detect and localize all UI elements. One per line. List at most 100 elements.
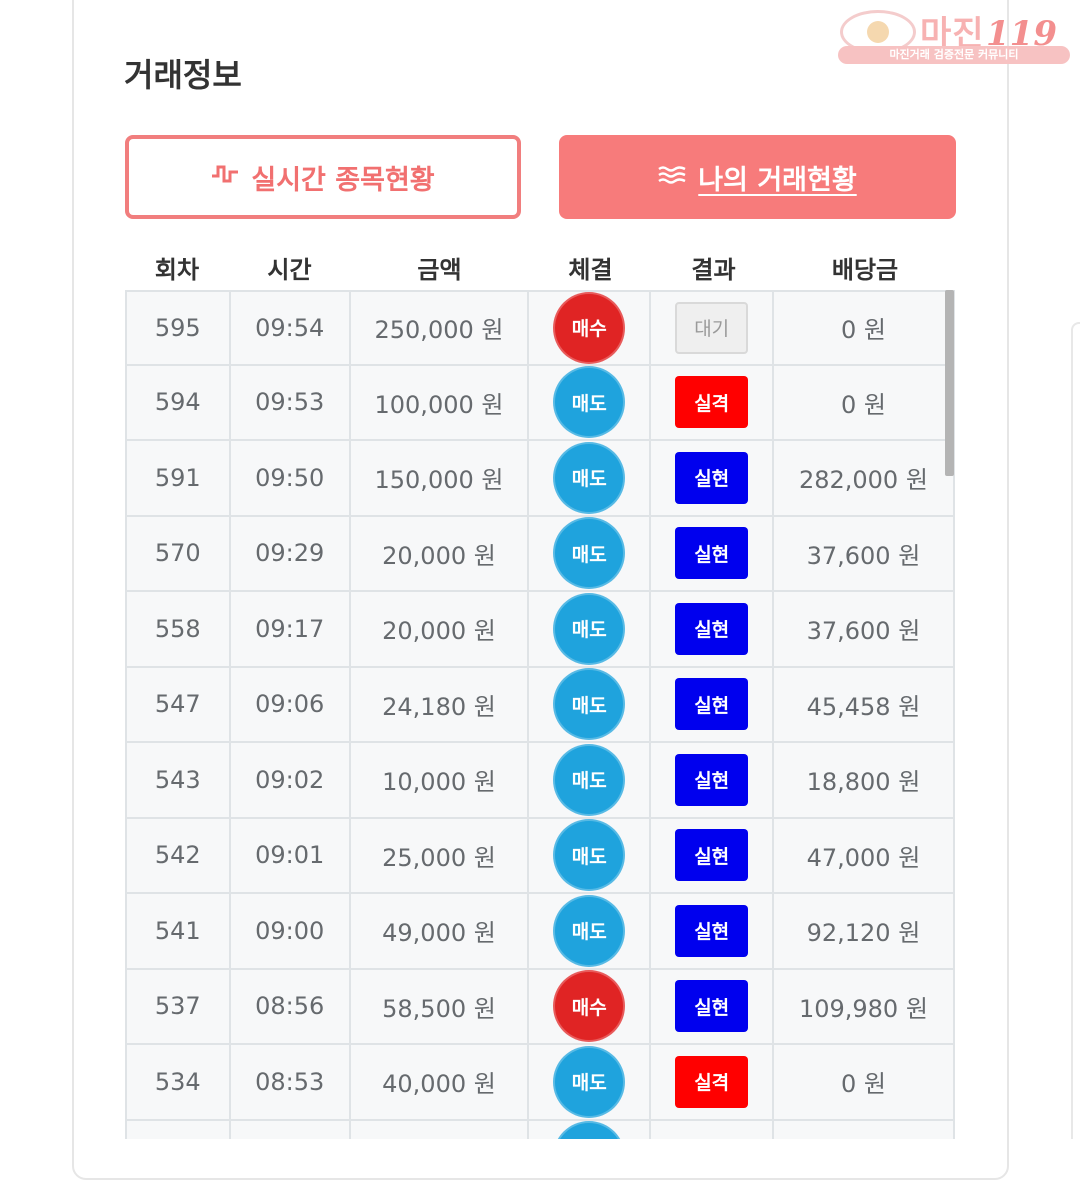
amount-cell: 40,000 원 (351, 1045, 530, 1119)
round-cell: 542 (127, 818, 231, 892)
realized-badge: 실현 (675, 904, 749, 957)
table-row[interactable]: 542 09:01 25,000 원 매도 실현 47,000 원 (127, 818, 953, 894)
amount-cell: 24,180 원 (351, 667, 530, 741)
sell-badge: 매도 (553, 517, 626, 590)
table-row[interactable]: 570 09:29 20,000 원 매도 실현 37,600 원 (127, 516, 953, 592)
disqualified-badge: 실격 (675, 1055, 749, 1108)
realized-badge: 실현 (675, 753, 749, 806)
round-cell: 591 (127, 441, 231, 515)
payout-cell (774, 1121, 953, 1140)
payout-cell: 37,600 원 (806, 541, 921, 570)
sell-badge: 매도 (553, 819, 626, 892)
result-cell: 실현 (651, 743, 774, 817)
waves-icon (658, 162, 686, 192)
header-amount: 금액 (417, 255, 462, 284)
round-cell (127, 1120, 231, 1139)
execution-cell: 매도 (529, 743, 652, 817)
result-cell: 실격 (651, 1045, 774, 1119)
time-cell: 09:53 (231, 365, 351, 439)
result-cell: 실현 (651, 592, 774, 666)
result-cell (651, 1120, 774, 1139)
sell-badge: 매도 (553, 441, 626, 514)
realized-badge: 실현 (675, 451, 749, 504)
payout-cell: 18,800 원 (806, 768, 921, 797)
table-row[interactable]: 594 09:53 100,000 원 매도 실격 0 원 (127, 365, 953, 441)
time-cell: 09:06 (231, 667, 351, 741)
adjacent-panel-edge (1071, 322, 1080, 1139)
result-cell: 실현 (651, 818, 774, 892)
table-row[interactable]: 543 09:02 10,000 원 매도 실현 18,800 원 (127, 743, 953, 819)
execution-cell: 매도 (529, 516, 652, 590)
table-row[interactable]: 541 09:00 49,000 원 매도 실현 92,120 원 (127, 894, 953, 970)
header-payout: 배당금 (831, 255, 899, 284)
round-cell: 537 (127, 969, 231, 1043)
site-watermark: 마진 119 마진거래 검증전문 커뮤니티 (836, 6, 1072, 64)
execution-cell: 매수 (529, 969, 652, 1043)
header-time: 시간 (267, 255, 312, 284)
realized-badge: 실현 (675, 602, 749, 655)
execution-cell: 매도 (529, 441, 652, 515)
tab-realtime-status[interactable]: 실시간 종목현황 (125, 135, 521, 219)
sell-badge: 매도 (553, 366, 626, 439)
watermark-tagline: 마진거래 검증전문 커뮤니티 (838, 46, 1070, 64)
table-row[interactable]: 558 09:17 20,000 원 매도 실현 37,600 원 (127, 592, 953, 668)
amount-cell: 250,000 원 (351, 292, 530, 364)
tab-my-trades[interactable]: 나의 거래현황 (559, 135, 956, 219)
amount-cell: 100,000 원 (351, 365, 530, 439)
sell-badge: 매도 (553, 1045, 626, 1118)
realized-badge: 실현 (675, 980, 749, 1033)
time-cell (231, 1120, 351, 1139)
time-cell: 08:53 (231, 1045, 351, 1119)
table-row[interactable]: 591 09:50 150,000 원 매도 실현 282,000 원 (127, 441, 953, 517)
amount-cell: 20,000 원 (351, 516, 530, 590)
payout-cell: 0 원 (840, 390, 886, 419)
round-cell: 595 (127, 292, 231, 364)
round-cell: 594 (127, 365, 231, 439)
pulse-icon (211, 162, 239, 192)
result-cell: 실현 (651, 667, 774, 741)
table-row[interactable]: 매도 (127, 1120, 953, 1140)
execution-cell: 매도 (529, 894, 652, 968)
disqualified-badge: 실격 (675, 376, 749, 429)
execution-cell: 매도 (529, 592, 652, 666)
execution-cell: 매도 (529, 1045, 652, 1119)
payout-cell: 47,000 원 (806, 843, 921, 872)
result-cell: 대기 (651, 292, 774, 364)
time-cell: 09:29 (231, 516, 351, 590)
round-cell: 541 (127, 894, 231, 968)
payout-cell: 45,458 원 (806, 692, 921, 721)
page-title: 거래정보 (124, 56, 242, 94)
header-round: 회차 (154, 255, 200, 284)
time-cell: 08:56 (231, 969, 351, 1043)
table-scrollbar[interactable] (945, 290, 954, 476)
sell-badge: 매도 (553, 743, 626, 816)
payout-cell: 0 원 (840, 316, 886, 345)
time-cell: 09:02 (231, 743, 351, 817)
amount-cell (351, 1120, 530, 1139)
payout-cell: 37,600 원 (806, 617, 921, 646)
amount-cell: 25,000 원 (351, 818, 530, 892)
execution-cell: 매수 (529, 291, 652, 364)
table-row[interactable]: 534 08:53 40,000 원 매도 실격 0 원 (127, 1045, 953, 1121)
trade-table-body[interactable]: 595 09:54 250,000 원 매수 대기 0 원 594 09:53 100,000 … (125, 290, 955, 1139)
payout-cell: 92,120 원 (806, 919, 921, 948)
amount-cell: 49,000 원 (351, 894, 530, 968)
payout-cell: 282,000 원 (798, 466, 928, 495)
time-cell: 09:54 (231, 292, 351, 364)
table-row[interactable]: 547 09:06 24,180 원 매도 실현 45,458 원 (127, 667, 953, 743)
amount-cell: 58,500 원 (351, 969, 530, 1043)
round-cell: 570 (127, 516, 231, 590)
tab-my-trades-label: 나의 거래현황 (698, 164, 857, 196)
sell-badge: 매도 (553, 1121, 626, 1139)
tab-realtime-label: 실시간 종목현황 (251, 164, 435, 196)
header-execution: 체결 (568, 255, 613, 284)
time-cell: 09:17 (231, 592, 351, 666)
table-row[interactable]: 595 09:54 250,000 원 매수 대기 0 원 (127, 290, 953, 366)
execution-cell: 매도 (529, 818, 652, 892)
buy-badge: 매수 (553, 970, 626, 1043)
realized-badge: 실현 (675, 678, 749, 731)
round-cell: 558 (127, 592, 231, 666)
table-row[interactable]: 537 08:56 58,500 원 매수 실현 109,980 원 (127, 969, 953, 1045)
payout-cell: 109,980 원 (798, 994, 928, 1023)
execution-cell: 매도 (529, 365, 652, 439)
